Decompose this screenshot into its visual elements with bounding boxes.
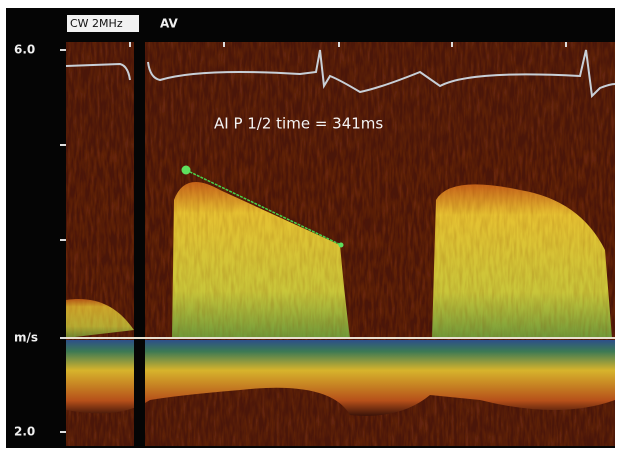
- scale-unit: m/s: [14, 331, 38, 345]
- caliper-point: [181, 165, 191, 175]
- annotation: AI P 1/2 time = 341ms: [214, 115, 383, 133]
- mode-label: CW 2MHz: [70, 17, 123, 30]
- time-ticks: [129, 42, 567, 47]
- ecg-trace: [65, 49, 616, 99]
- gap-bar: [134, 42, 145, 446]
- scale-label: 2.0: [14, 425, 35, 439]
- view-label: AV: [160, 17, 178, 31]
- caliper-point: [338, 242, 344, 248]
- scale-label: 6.0: [14, 43, 35, 57]
- mode-box: [67, 15, 139, 32]
- lower-spectrum: [66, 340, 615, 416]
- measurement-line: [185, 169, 342, 246]
- scale-ticks: [60, 49, 66, 433]
